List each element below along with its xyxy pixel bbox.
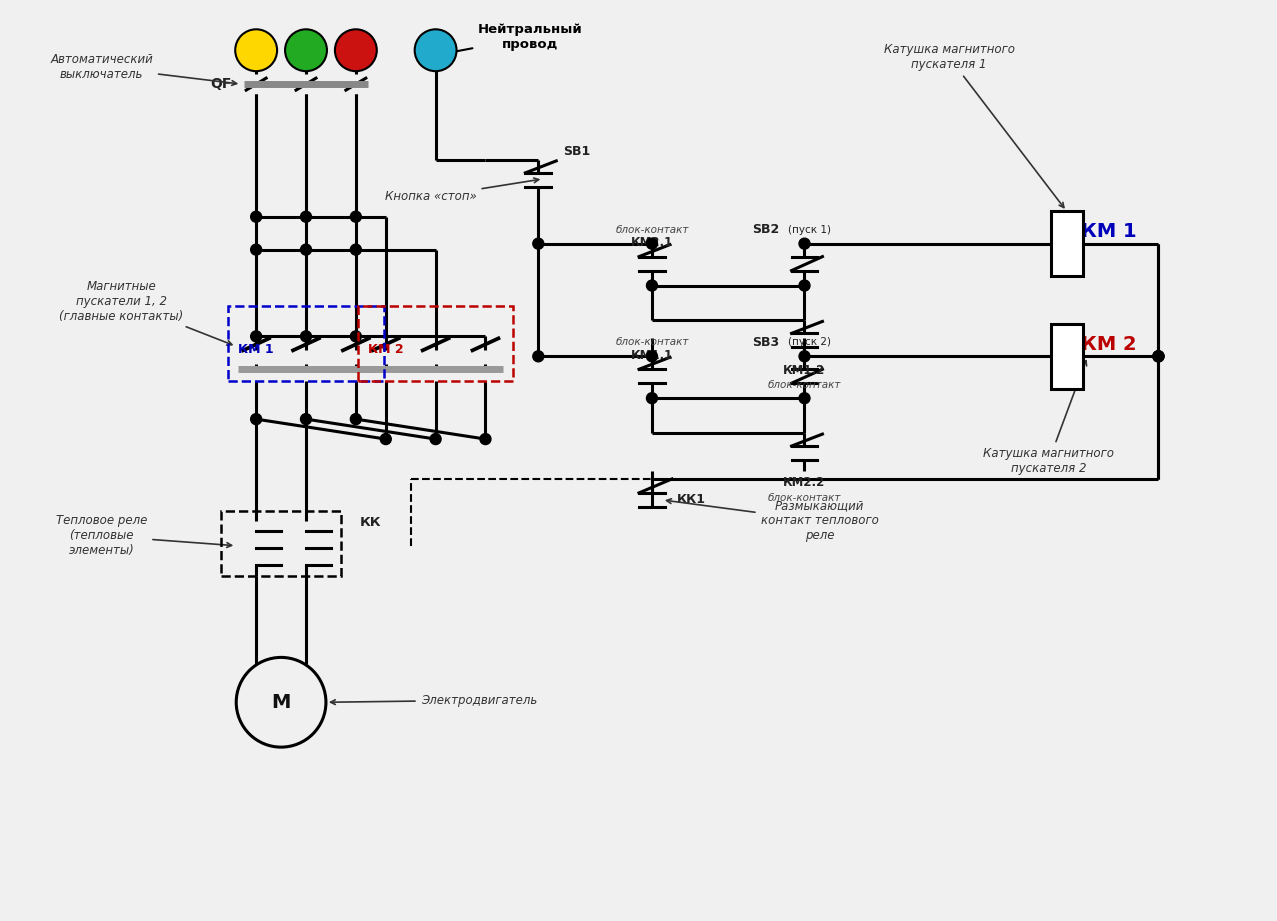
Text: КМ 2: КМ 2 xyxy=(368,343,404,356)
Text: SB2: SB2 xyxy=(752,223,779,236)
Circle shape xyxy=(646,239,658,250)
Text: КМ 1: КМ 1 xyxy=(239,343,273,356)
Text: Автоматический
выключатель: Автоматический выключатель xyxy=(50,53,236,86)
Text: КМ2.1: КМ2.1 xyxy=(631,236,673,250)
Circle shape xyxy=(350,414,361,425)
Circle shape xyxy=(235,29,277,71)
Text: QF: QF xyxy=(209,77,231,91)
Circle shape xyxy=(799,351,810,362)
Circle shape xyxy=(1153,351,1163,362)
Text: SB1: SB1 xyxy=(563,146,590,158)
Bar xyxy=(1051,324,1083,389)
Text: B: B xyxy=(300,43,312,57)
Circle shape xyxy=(300,211,312,222)
Text: блок-контакт: блок-контакт xyxy=(767,493,842,503)
Circle shape xyxy=(381,434,391,445)
Circle shape xyxy=(350,211,361,222)
Text: (пуск 2): (пуск 2) xyxy=(788,337,831,347)
Text: C: C xyxy=(351,43,361,57)
Circle shape xyxy=(300,244,312,255)
Circle shape xyxy=(799,239,810,250)
Text: Нейтральный
провод: Нейтральный провод xyxy=(441,23,582,56)
Text: КМ2.2: КМ2.2 xyxy=(783,476,826,489)
Text: Катушка магнитного
пускателя 1: Катушка магнитного пускателя 1 xyxy=(884,43,1064,207)
Circle shape xyxy=(799,392,810,403)
Circle shape xyxy=(250,331,262,342)
Text: блок-контакт: блок-контакт xyxy=(616,225,688,235)
Circle shape xyxy=(350,331,361,342)
Text: Кнопка «стоп»: Кнопка «стоп» xyxy=(384,178,539,204)
Text: Электродвигатель: Электродвигатель xyxy=(331,694,536,706)
Text: Тепловое реле
(тепловые
элементы): Тепловое реле (тепловые элементы) xyxy=(56,514,231,557)
Circle shape xyxy=(533,351,544,362)
Text: блок-контакт: блок-контакт xyxy=(616,337,688,347)
Circle shape xyxy=(799,280,810,291)
Text: КК1: КК1 xyxy=(677,494,706,507)
Circle shape xyxy=(646,280,658,291)
Text: КК: КК xyxy=(360,517,382,530)
Circle shape xyxy=(350,244,361,255)
Text: КМ1.2: КМ1.2 xyxy=(783,364,826,377)
Text: М: М xyxy=(272,693,291,712)
Circle shape xyxy=(646,351,658,362)
Text: КМ 2: КМ 2 xyxy=(1080,335,1137,354)
Circle shape xyxy=(250,414,262,425)
Text: (пуск 1): (пуск 1) xyxy=(788,225,831,235)
Text: КМ 1: КМ 1 xyxy=(1080,222,1137,241)
Text: КМ1.1: КМ1.1 xyxy=(631,349,673,362)
Text: SB3: SB3 xyxy=(752,336,779,349)
Circle shape xyxy=(646,392,658,403)
Circle shape xyxy=(335,29,377,71)
Bar xyxy=(221,511,341,576)
Circle shape xyxy=(1153,351,1163,362)
Text: блок-контакт: блок-контакт xyxy=(767,380,842,391)
Circle shape xyxy=(285,29,327,71)
Text: Катушка магнитного
пускателя 2: Катушка магнитного пускателя 2 xyxy=(983,361,1115,475)
Bar xyxy=(229,307,384,381)
Circle shape xyxy=(1153,351,1163,362)
Circle shape xyxy=(250,244,262,255)
Circle shape xyxy=(250,211,262,222)
Circle shape xyxy=(300,331,312,342)
Bar xyxy=(1051,211,1083,276)
Text: N: N xyxy=(430,43,442,57)
Text: Магнитные
пускатели 1, 2
(главные контакты): Магнитные пускатели 1, 2 (главные контак… xyxy=(60,280,232,345)
Text: Размыкающий
контакт теплового
реле: Размыкающий контакт теплового реле xyxy=(667,499,879,542)
Circle shape xyxy=(300,414,312,425)
Circle shape xyxy=(415,29,457,71)
Circle shape xyxy=(480,434,490,445)
Circle shape xyxy=(430,434,441,445)
Circle shape xyxy=(533,239,544,250)
Text: A: A xyxy=(250,43,262,57)
Bar xyxy=(358,307,513,381)
